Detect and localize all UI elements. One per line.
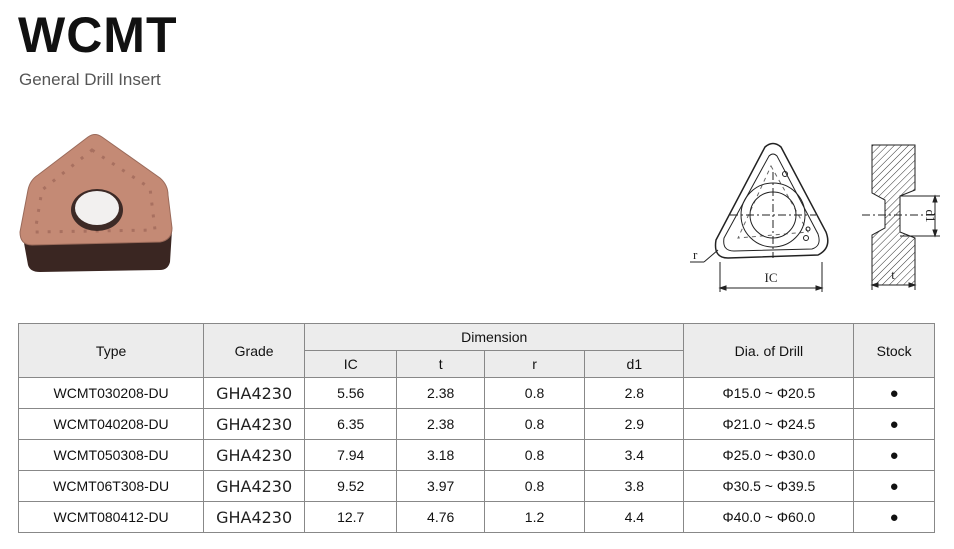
header-cell: Grade xyxy=(203,323,305,378)
table-cell: ● xyxy=(853,470,935,502)
table-cell: 7.94 xyxy=(303,439,398,471)
radius-label: r xyxy=(693,247,698,262)
insert-photo xyxy=(19,134,173,272)
table-cell: GHA4230 xyxy=(203,501,305,533)
spec-table: Type Grade Dimension Dia. of Drill Stock… xyxy=(17,323,935,533)
ic-label: IC xyxy=(765,270,778,285)
table-cell: 5.56 xyxy=(303,377,398,409)
table-cell: Φ21.0 ~ Φ24.5 xyxy=(683,408,855,440)
table-cell: 6.35 xyxy=(303,408,398,440)
table-cell: ● xyxy=(853,501,935,533)
table-cell: GHA4230 xyxy=(203,439,305,471)
header-cell: t xyxy=(396,350,485,378)
header-cell: Dimension xyxy=(303,323,685,351)
table-row: WCMT06T308-DU GHA4230 9.52 3.97 0.8 3.8 Φ30.5 … xyxy=(17,470,935,502)
table-cell: WCMT040208-DU xyxy=(17,408,205,440)
table-cell: 2.38 xyxy=(396,408,485,440)
illustrations: r IC t d1 xyxy=(19,134,940,292)
table-cell: 3.8 xyxy=(584,470,685,502)
table-cell: 3.18 xyxy=(396,439,485,471)
header-cell: Type xyxy=(17,323,205,378)
table-cell: 1.2 xyxy=(483,501,586,533)
table-cell: 2.38 xyxy=(396,377,485,409)
table-cell: WCMT06T308-DU xyxy=(17,470,205,502)
table-cell: 12.7 xyxy=(303,501,398,533)
subtitle: General Drill Insert xyxy=(19,70,161,89)
hole-diameter-label: d1 xyxy=(923,210,938,223)
table-cell: 4.76 xyxy=(396,501,485,533)
table-cell: 0.8 xyxy=(483,439,586,471)
table-cell: 9.52 xyxy=(303,470,398,502)
table-cell: Φ25.0 ~ Φ30.0 xyxy=(683,439,855,471)
table-cell: 0.8 xyxy=(483,377,586,409)
technical-drawing xyxy=(690,142,940,292)
header-cell: Stock xyxy=(853,323,935,378)
table-row: WCMT040208-DU GHA4230 6.35 2.38 0.8 2.9 Φ21.0 … xyxy=(17,408,935,440)
table-cell: 2.9 xyxy=(584,408,685,440)
header-cell: Dia. of Drill xyxy=(683,323,855,378)
table-cell: Φ40.0 ~ Φ60.0 xyxy=(683,501,855,533)
table-cell: 0.8 xyxy=(483,408,586,440)
table-cell: GHA4230 xyxy=(203,408,305,440)
table-cell: ● xyxy=(853,377,935,409)
table-cell: 4.4 xyxy=(584,501,685,533)
table-row: WCMT080412-DU GHA4230 12.7 4.76 1.2 4.4 Φ40.0 … xyxy=(17,501,935,533)
table-cell: ● xyxy=(853,439,935,471)
table-cell: Φ15.0 ~ Φ20.5 xyxy=(683,377,855,409)
title: WCMT xyxy=(18,7,178,63)
header-cell: IC xyxy=(303,350,398,378)
header-cell: d1 xyxy=(584,350,685,378)
table-cell: WCMT030208-DU xyxy=(17,377,205,409)
table-cell: 0.8 xyxy=(483,470,586,502)
table-cell: ● xyxy=(853,408,935,440)
table-cell: 3.4 xyxy=(584,439,685,471)
table-cell: 3.97 xyxy=(396,470,485,502)
table-cell: GHA4230 xyxy=(203,470,305,502)
thickness-label: t xyxy=(891,267,895,282)
table-row: WCMT030208-DU GHA4230 5.56 2.38 0.8 2.8 Φ15.0 … xyxy=(17,377,935,409)
table-cell: 2.8 xyxy=(584,377,685,409)
table-cell: WCMT080412-DU xyxy=(17,501,205,533)
table-cell: Φ30.5 ~ Φ39.5 xyxy=(683,470,855,502)
table-cell: GHA4230 xyxy=(203,377,305,409)
table-cell: WCMT050308-DU xyxy=(17,439,205,471)
header-cell: r xyxy=(483,350,586,378)
table-row: WCMT050308-DU GHA4230 7.94 3.18 0.8 3.4 Φ25.0 … xyxy=(17,439,935,471)
